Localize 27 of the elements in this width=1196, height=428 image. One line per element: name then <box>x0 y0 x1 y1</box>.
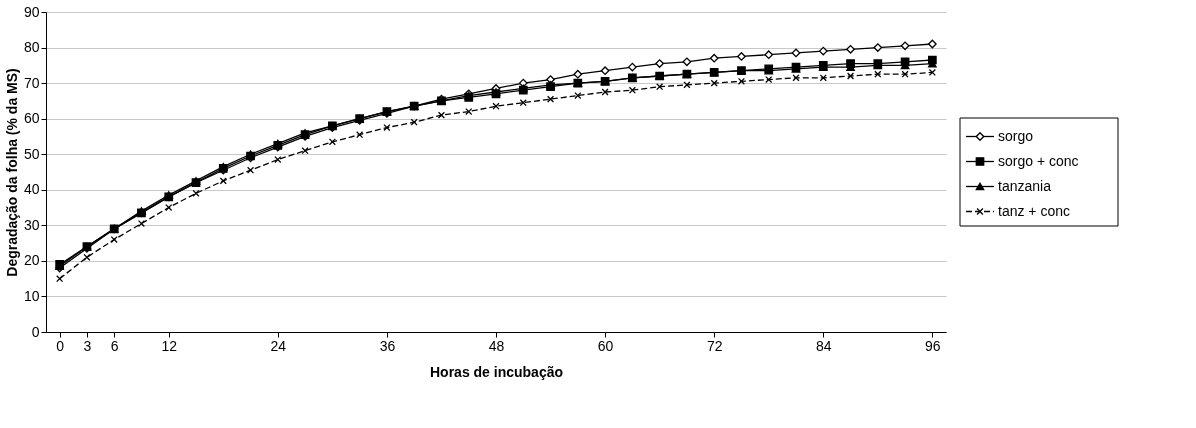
legend-label: sorgo + conc <box>998 152 1079 169</box>
x-tick-label: 0 <box>56 337 65 354</box>
x-tick-label: 48 <box>488 337 505 354</box>
y-tick-label: 90 <box>23 3 40 20</box>
y-axis-title: Degradação da folha (% da MS) <box>3 68 20 277</box>
legend-label: tanz + conc <box>998 202 1070 219</box>
y-tick-label: 70 <box>23 74 40 91</box>
x-tick-label: 6 <box>110 337 119 354</box>
x-tick-label: 84 <box>815 337 832 354</box>
y-tick-label: 60 <box>23 110 40 127</box>
legend-label: tanzania <box>998 177 1052 194</box>
y-tick-label: 0 <box>31 323 40 340</box>
y-tick-label: 10 <box>23 287 40 304</box>
y-tick-label: 40 <box>23 181 40 198</box>
x-tick-label: 96 <box>925 337 941 354</box>
y-tick-label: 50 <box>23 145 40 162</box>
y-tick-label: 30 <box>23 216 40 233</box>
y-tick-label: 80 <box>23 39 40 56</box>
x-tick-label: 24 <box>270 337 287 354</box>
x-tick-label: 3 <box>83 337 92 354</box>
x-tick-label: 60 <box>597 337 614 354</box>
x-axis-title: Horas de incubação <box>429 363 564 380</box>
legend-label: sorgo <box>998 127 1034 144</box>
y-tick-label: 20 <box>23 252 40 269</box>
x-tick-label: 36 <box>379 337 396 354</box>
x-tick-label: 72 <box>706 337 723 354</box>
x-tick-label: 12 <box>161 337 178 354</box>
